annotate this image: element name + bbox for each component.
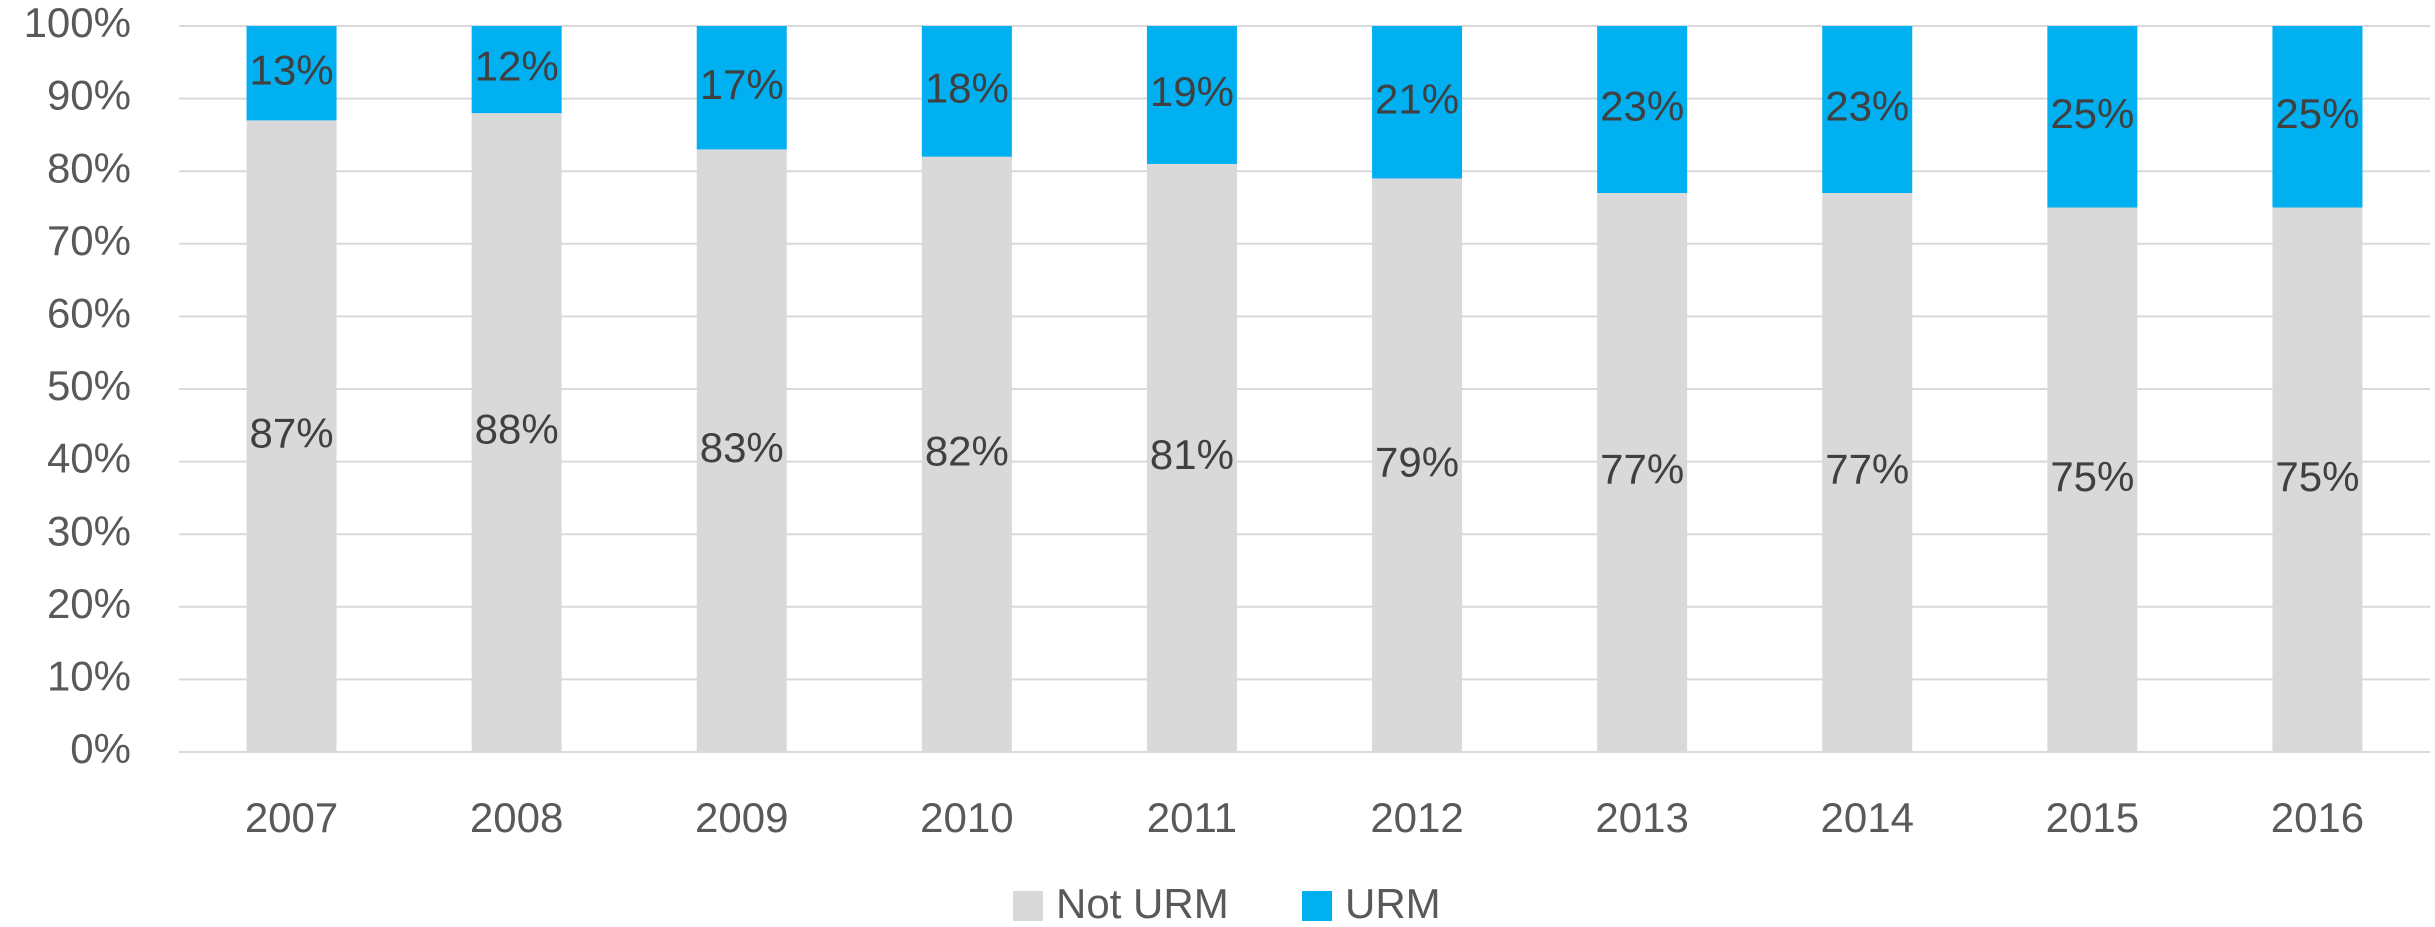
x-tick-label: 2016: [2271, 794, 2364, 841]
bar-segment: [1597, 192, 1688, 753]
data-label: 81%: [1150, 431, 1234, 478]
bar-segment: [471, 113, 562, 753]
y-tick-label: 80%: [47, 144, 131, 191]
bar-segment: [696, 149, 787, 753]
y-tick-label: 0%: [70, 725, 131, 772]
data-label: 79%: [1375, 438, 1459, 485]
bar-segment: [921, 26, 1012, 157]
data-label: 83%: [700, 424, 784, 471]
bar-segment: [1372, 178, 1463, 752]
data-label: 75%: [2050, 453, 2134, 500]
legend-swatch: [1302, 891, 1332, 921]
legend-swatch: [1013, 891, 1043, 921]
y-tick-label: 60%: [47, 289, 131, 336]
data-label: 25%: [2275, 90, 2359, 137]
bar-segment: [2272, 207, 2363, 752]
bar-segment: [246, 120, 337, 752]
x-tick-label: 2012: [1370, 794, 1463, 841]
y-tick-label: 100%: [24, 0, 131, 46]
y-tick-label: 20%: [47, 580, 131, 627]
y-tick-label: 50%: [47, 362, 131, 409]
x-tick-label: 2009: [695, 794, 788, 841]
data-label: 21%: [1375, 75, 1459, 122]
bar-segment: [2272, 26, 2363, 208]
bar-segment: [1146, 163, 1237, 752]
data-label: 19%: [1150, 68, 1234, 115]
bar-segment: [1146, 26, 1237, 164]
data-label: 82%: [925, 427, 1009, 474]
y-tick-label: 10%: [47, 652, 131, 699]
bar-segment: [1597, 26, 1688, 193]
data-label: 18%: [925, 64, 1009, 111]
x-tick-label: 2015: [2046, 794, 2139, 841]
bar-segment: [471, 26, 562, 114]
data-label: 77%: [1825, 446, 1909, 493]
data-label: 17%: [700, 61, 784, 108]
bar-segment: [1822, 26, 1913, 193]
x-tick-label: 2008: [470, 794, 563, 841]
data-label: 25%: [2050, 90, 2134, 137]
x-tick-label: 2007: [245, 794, 338, 841]
bar-segment: [246, 26, 337, 121]
x-tick-label: 2014: [1821, 794, 1914, 841]
x-tick-label: 2011: [1147, 794, 1237, 841]
legend-label: Not URM: [1056, 880, 1229, 927]
x-tick-label: 2010: [920, 794, 1013, 841]
data-label: 75%: [2275, 453, 2359, 500]
y-tick-label: 30%: [47, 507, 131, 554]
data-label: 13%: [250, 46, 334, 93]
data-label: 87%: [250, 409, 334, 456]
legend-label: URM: [1345, 880, 1441, 927]
y-tick-label: 40%: [47, 435, 131, 482]
bar-segment: [2047, 207, 2138, 752]
data-label: 12%: [475, 43, 559, 90]
data-label: 23%: [1825, 83, 1909, 130]
bar-segment: [1372, 26, 1463, 179]
bar-segment: [696, 26, 787, 150]
data-label: 23%: [1600, 83, 1684, 130]
data-label: 77%: [1600, 446, 1684, 493]
data-label: 88%: [475, 406, 559, 453]
bar-segment: [921, 156, 1012, 752]
bar-segment: [2047, 26, 2138, 208]
y-tick-label: 70%: [47, 217, 131, 264]
x-tick-label: 2013: [1595, 794, 1688, 841]
y-tick-label: 90%: [47, 72, 131, 119]
bar-segment: [1822, 192, 1913, 753]
